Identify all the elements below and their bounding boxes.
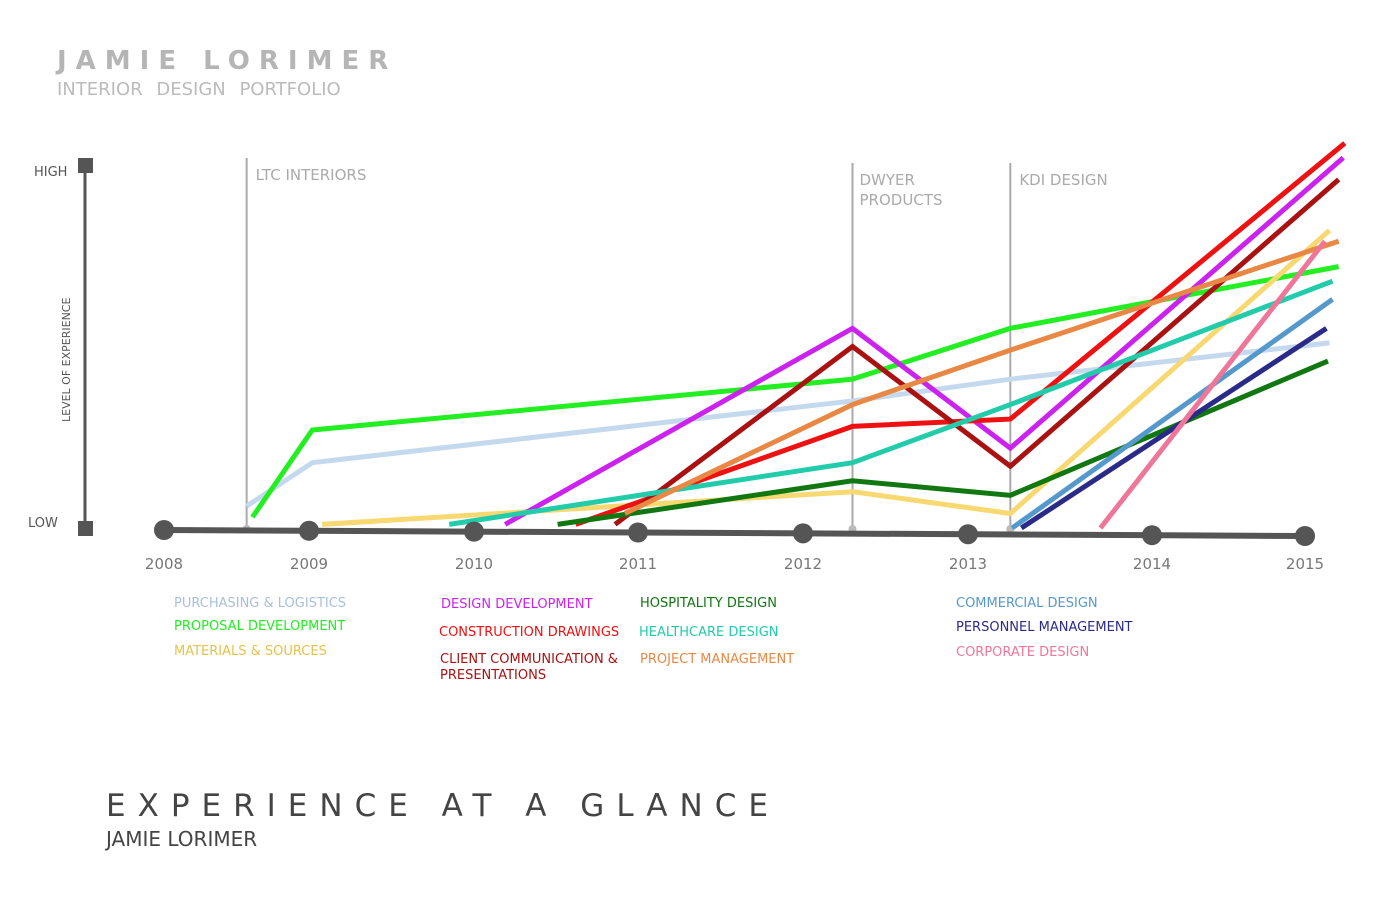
header-subtitle: INTERIOR DESIGN PORTFOLIO	[57, 79, 341, 100]
y-axis-low-marker	[78, 521, 93, 536]
series-line-personnel-management	[1019, 326, 1328, 531]
legend-item: HEALTHCARE DESIGN	[639, 625, 779, 640]
x-axis-year-dot	[628, 522, 648, 543]
footer-title: EXPERIENCE AT A GLANCE	[106, 788, 780, 824]
x-tick-label: 2009	[290, 555, 328, 573]
footer-name: JAMIE LORIMER	[106, 827, 258, 851]
series-line-proposal-development	[250, 264, 1340, 519]
y-axis-high-marker	[78, 158, 93, 173]
legend-item: PROJECT MANAGEMENT	[640, 652, 795, 667]
x-axis-year-dot	[154, 520, 174, 540]
series-line-project-management	[623, 238, 1340, 516]
header-name: JAMIE LORIMER	[57, 46, 398, 76]
legend-item: PURCHASING & LOGISTICS	[174, 596, 347, 611]
x-axis-year-dot	[299, 520, 319, 541]
y-tick-high: HIGH	[34, 165, 67, 180]
x-axis-year-dot	[464, 521, 484, 542]
series-line-healthcare-design	[448, 278, 1334, 527]
x-tick-label: 2015	[1286, 555, 1324, 573]
series-line-design-development	[503, 155, 1345, 527]
company-marker-label: DWYER PRODUCTS	[860, 171, 943, 209]
legend-item: MATERIALS & SOURCES	[174, 644, 327, 659]
series-line-purchasing-logistics	[245, 340, 1330, 509]
x-axis-year-dot	[793, 523, 813, 544]
x-axis-year-dot	[958, 524, 978, 545]
x-tick-label: 2008	[145, 555, 183, 573]
x-tick-label: 2014	[1133, 555, 1171, 573]
legend-item: CONSTRUCTION DRAWINGS	[439, 625, 620, 640]
x-tick-label: 2010	[455, 555, 493, 573]
legend-item: DESIGN DEVELOPMENT	[441, 597, 593, 612]
x-tick-label: 2013	[949, 555, 987, 573]
series-line-hospitality-design	[557, 358, 1329, 527]
x-tick-label: 2011	[619, 555, 657, 573]
series-line-client-communication-presentations	[613, 177, 1341, 527]
company-marker-label: KDI DESIGN	[1019, 171, 1107, 189]
legend-item: CORPORATE DESIGN	[956, 645, 1090, 660]
legend-item: CLIENT COMMUNICATION & PRESENTATIONS	[440, 652, 618, 683]
x-axis-year-dot	[1295, 526, 1315, 546]
legend-item: PROPOSAL DEVELOPMENT	[174, 619, 346, 634]
series-line-construction-drawings	[574, 141, 1347, 527]
x-axis-year-dot	[1142, 525, 1162, 546]
x-tick-label: 2012	[784, 555, 822, 573]
series-line-corporate-design	[1098, 239, 1327, 530]
company-marker-label: LTC INTERIORS	[256, 166, 367, 184]
legend-item: PERSONNEL MANAGEMENT	[956, 620, 1133, 635]
y-axis-label: LEVEL OF EXPERIENCE	[60, 298, 73, 422]
y-tick-low: LOW	[28, 516, 58, 531]
series-line-commercial-design	[1010, 297, 1334, 531]
legend-item: HOSPITALITY DESIGN	[640, 596, 777, 611]
series-line-materials-sources	[322, 228, 1332, 527]
legend-item: COMMERCIAL DESIGN	[956, 596, 1098, 611]
x-axis-line	[163, 527, 1306, 539]
